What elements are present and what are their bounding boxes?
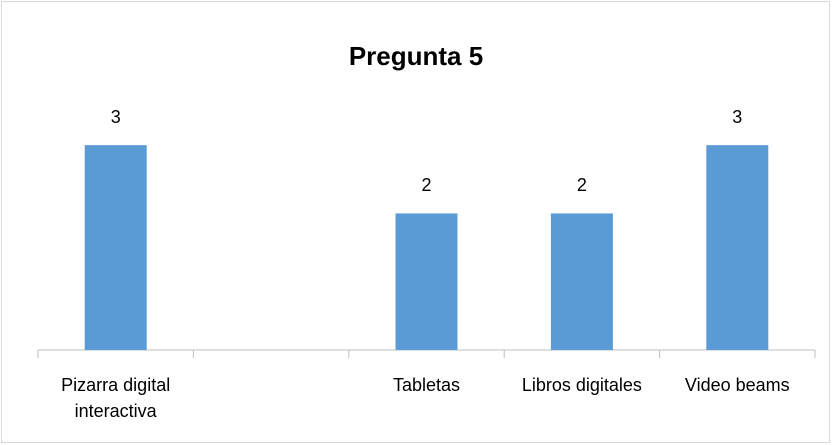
x-tick-label: Libros digitales bbox=[521, 375, 642, 395]
data-label: 2 bbox=[577, 175, 587, 195]
x-tick-label: Pizarra digital interactiva bbox=[61, 375, 171, 421]
bar bbox=[706, 145, 769, 350]
x-tick-label: Tabletas bbox=[392, 375, 461, 395]
x-tick-label: Video beams bbox=[684, 375, 790, 395]
bar bbox=[550, 213, 613, 350]
data-label: 3 bbox=[732, 107, 742, 127]
data-label: 2 bbox=[421, 175, 431, 195]
data-label: 3 bbox=[111, 107, 121, 127]
chart-title: Pregunta 5 bbox=[349, 41, 483, 71]
bar bbox=[84, 145, 147, 350]
bar bbox=[395, 213, 458, 350]
